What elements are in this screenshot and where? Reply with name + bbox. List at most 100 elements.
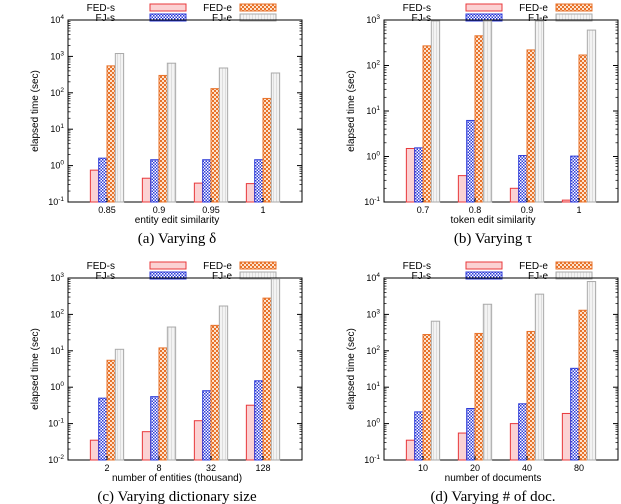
chart-panel-b: FED-s FED-e FJ-s FJ-e 10-1 100 101 102 103 elapse… [346,3,619,247]
x-tick-label: 0.9 [153,205,166,215]
x-tick-label: 80 [574,463,584,473]
y-tick-label: 102 [50,87,64,98]
y-tick-label: 103 [50,50,64,61]
bar-fj-e-2 [114,348,125,461]
bar-fj-s-1 [254,159,264,203]
bar-fed-s-128 [245,404,256,461]
plot-frame [383,19,619,203]
y-tick-label: 100 [50,381,64,392]
bar-fed-e-128 [262,297,272,461]
bar-fed-s-0-85 [89,169,100,203]
bar-fj-s-0-85 [98,157,108,203]
x-tick-label: 0.7 [417,205,430,215]
y-tick-label: 102 [50,308,64,319]
legend-swatch-fed-e [555,261,593,270]
legend-swatch-fed-s [149,3,187,12]
y-tick-label: 102 [366,60,380,71]
y-tick-label: 104 [50,14,64,25]
bar-fed-s-10 [405,439,416,461]
bar-fj-e-8 [166,326,177,461]
bar-fed-e-0-8 [474,35,484,203]
legend-label-fed-s: FED-s [403,3,431,14]
bar-fj-s-0-9 [150,159,160,203]
legend-swatch-fed-e [555,3,593,12]
bar-fed-s-8 [141,431,152,461]
legend-label-fed-e: FED-e [203,261,232,272]
x-tick-label: 32 [206,463,216,473]
x-tick-label: 0.9 [521,205,534,215]
x-tick-label: 2 [104,463,109,473]
y-tick-label: 100 [366,418,380,429]
legend-swatch-fj-e [555,13,593,22]
chart-panel-d: FED-s FED-e FJ-s FJ-e 10-1 100 101 102 103 104 ela… [346,261,619,504]
bar-fj-s-8 [150,396,160,461]
bar-fj-s-0-9 [518,155,528,203]
y-tick-label: 10-1 [48,196,64,207]
bar-fed-e-1 [262,97,272,203]
bar-fj-s-10 [414,411,424,461]
bar-fj-e-0-95 [218,67,229,203]
legend-label-fj-e: FJ-e [528,13,548,24]
legend-swatch-fed-s [465,3,503,12]
bar-fed-s-1 [561,199,572,203]
legend-swatch-fj-s [465,271,503,280]
bar-fj-e-0-9 [166,62,177,203]
bar-fj-e-40 [534,293,545,461]
bar-fj-s-0-8 [466,119,476,203]
legend-label-fj-s: FJ-s [412,271,431,282]
x-axis-label: token edit similarity [450,215,535,226]
bar-fj-e-128 [270,278,281,461]
bar-fj-e-0-85 [114,53,125,203]
y-tick-label: 103 [366,14,380,25]
bar-fed-s-20 [457,432,468,461]
bar-fj-e-32 [218,305,229,461]
bar-fj-s-128 [254,380,264,461]
legend-label-fj-s: FJ-s [96,13,115,24]
chart-caption: (c) Varying dictionary size [97,489,257,504]
legend-label-fj-e: FJ-e [528,271,548,282]
plot-frame [383,277,619,461]
y-tick-label: 10-1 [364,196,380,207]
bar-fed-e-40 [526,330,536,461]
bar-fj-e-20 [482,303,493,461]
bar-fed-e-2 [106,359,116,461]
y-tick-label: 101 [366,381,380,392]
chart-caption: (a) Varying δ [138,231,216,247]
chart-panel-c: FED-s FED-e FJ-s FJ-e 10-2 10-1 100 101 102 103 el… [30,261,303,504]
bar-fj-s-1 [570,155,580,203]
y-tick-label: 103 [366,308,380,319]
y-axis-label: elapsed time (sec) [346,70,357,152]
legend-swatch-fed-e [239,261,277,270]
plot-frame [67,19,303,203]
legend-label-fed-s: FED-s [87,261,115,272]
y-tick-label: 10-1 [364,454,380,465]
y-tick-label: 101 [50,123,64,134]
legend-label-fed-s: FED-s [403,261,431,272]
y-tick-label: 10-1 [48,418,64,429]
y-tick-label: 102 [366,345,380,356]
chart-caption: (b) Varying τ [454,231,532,247]
legend-swatch-fj-s [149,13,187,22]
bar-fed-e-0-9 [158,74,168,203]
bar-fj-e-10 [430,320,441,461]
bar-fj-e-80 [586,281,597,461]
bar-fed-s-2 [89,439,100,461]
bar-fed-e-80 [578,309,588,461]
x-axis-label: number of entities (thousand) [112,473,242,484]
y-axis: 10-1 100 101 102 103 [364,14,618,207]
x-tick-label: 0.95 [202,205,220,215]
bar-fj-s-0-7 [414,147,424,203]
bar-fj-e-1 [586,29,597,203]
x-tick-label: 1 [260,205,265,215]
legend-swatch-fj-e [239,13,277,22]
legend-label-fj-s: FJ-s [412,13,431,24]
bar-fed-e-0-85 [106,65,116,203]
bar-fed-e-0-7 [422,45,432,203]
legend-swatch-fj-s [149,271,187,280]
y-axis-label: elapsed time (sec) [30,70,41,152]
bar-fed-s-0-8 [457,175,468,203]
legend-swatch-fj-e [239,271,277,280]
bar-fed-s-0-7 [405,147,416,203]
legend-label-fj-e: FJ-e [212,13,232,24]
